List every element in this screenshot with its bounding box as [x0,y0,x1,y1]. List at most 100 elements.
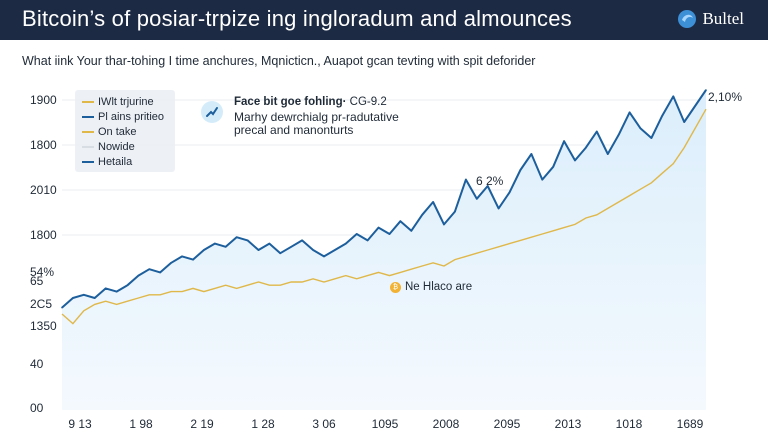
data-point [530,153,533,155]
data-point [574,159,576,162]
annotation-title-bold: Face bit goe fohling· [234,96,347,108]
y-tick-label: 1900 [30,93,57,107]
data-point [235,236,238,238]
data-point [432,201,434,203]
legend: IWlt trjurine Pl ains pritieo On take No… [75,90,175,172]
data-point [596,130,598,133]
data-point [257,249,260,251]
x-tick-label: 1 28 [251,417,275,431]
data-point [388,233,391,235]
data-point [563,140,565,142]
x-tick-label: 2 19 [190,417,214,431]
data-point [334,249,336,251]
data-point [628,111,631,114]
legend-swatch [82,100,94,103]
trend-line-glyph [206,107,218,117]
peak-annotation: 6 2% [476,174,504,188]
data-point [683,121,685,123]
y-tick-label: 2C5 [30,297,52,311]
data-point [312,249,314,251]
data-point [399,220,402,222]
data-point [72,297,74,299]
data-point [93,297,96,299]
data-point [672,95,675,98]
data-point [203,249,205,251]
legend-swatch [82,130,94,133]
y-tick-label: 2010 [30,183,57,197]
callout: ₿ Ne Hlaco are [390,281,472,293]
x-tick-label: 1689 [677,417,704,431]
data-point [246,239,249,242]
data-point [181,255,183,258]
brand-logo-icon [678,10,697,28]
legend-item[interactable]: Hetaila [82,154,132,169]
coin-icon: ₿ [390,281,401,293]
data-point [115,290,118,293]
legend-swatch [82,145,94,148]
legend-item[interactable]: IWlt trjurine [82,94,154,109]
trend-line-icon [201,101,223,123]
data-point [661,114,664,117]
data-point [454,210,456,213]
data-point [61,306,63,309]
data-point [323,255,325,258]
data-point [355,233,358,235]
brand-name: Bultel [702,9,744,28]
annotation-body: Marhy dewrchialg pr-radutative precal an… [234,111,414,137]
data-point [137,274,140,277]
brand[interactable]: Bultel [676,7,744,31]
x-tick-label: 9 13 [68,417,92,431]
x-tick-label: 3 06 [312,417,336,431]
data-point [214,242,216,245]
data-point [410,230,413,232]
annotation-line-1: Marhy dewrchialg pr-radutative [234,110,399,124]
annotation-title: Face bit goe fohling· CG-9.2 [234,96,387,108]
x-tick-label: 2013 [555,417,582,431]
legend-label: Pl ains pritieo [98,110,165,123]
x-tick-label: 1 98 [129,417,153,431]
data-point [126,284,129,286]
data-point [290,246,293,248]
x-tick-label: 2095 [494,417,521,431]
legend-item[interactable]: Nowide [82,139,135,154]
callout-text: Ne Hlaco are [405,281,473,293]
x-tick-label: 2008 [433,417,460,431]
data-point [268,242,271,245]
data-point [476,198,478,200]
y-tick-label: 1350 [30,319,57,333]
data-point [617,134,620,136]
legend-label: Hetaila [98,155,133,168]
x-tick-label: 1018 [616,417,643,431]
annotation-line-2: precal and manonturts [234,123,354,137]
legend-item[interactable]: Pl ains pritieo [82,109,164,124]
data-point [366,239,369,242]
data-point [508,191,511,194]
data-point [148,268,151,270]
data-point [170,262,172,264]
legend-label: Nowide [98,140,135,153]
data-point [377,226,380,229]
annotation-title-rest: CG-9.2 [349,96,387,108]
header-bar: Bitcoin’s of posiar-trpize ing ingloradu… [0,0,768,40]
chart-area: 1900 1800 2010 1800 54% 65 2C5 1350 40 00 9 13 1 98… [0,78,768,439]
y-tick-label: 65 [30,274,44,288]
data-point [345,242,347,245]
data-point [301,239,303,242]
series-line-secondary [61,108,707,325]
data-point [552,166,554,168]
data-point [159,271,161,274]
data-point [465,178,467,181]
data-point [541,178,544,181]
data-point [694,105,696,107]
legend-item[interactable]: On take [82,124,137,139]
chart-subtitle: What iink Your thar-tohing I time anchur… [22,54,536,68]
y-tick-label: 54% [30,265,54,279]
data-point [486,185,489,187]
x-tick-label: 1095 [372,417,399,431]
legend-swatch [82,115,94,118]
area-fill [62,90,706,410]
data-point [650,137,653,139]
data-point [192,258,194,261]
legend-swatch [82,160,94,163]
data-point [607,153,609,155]
